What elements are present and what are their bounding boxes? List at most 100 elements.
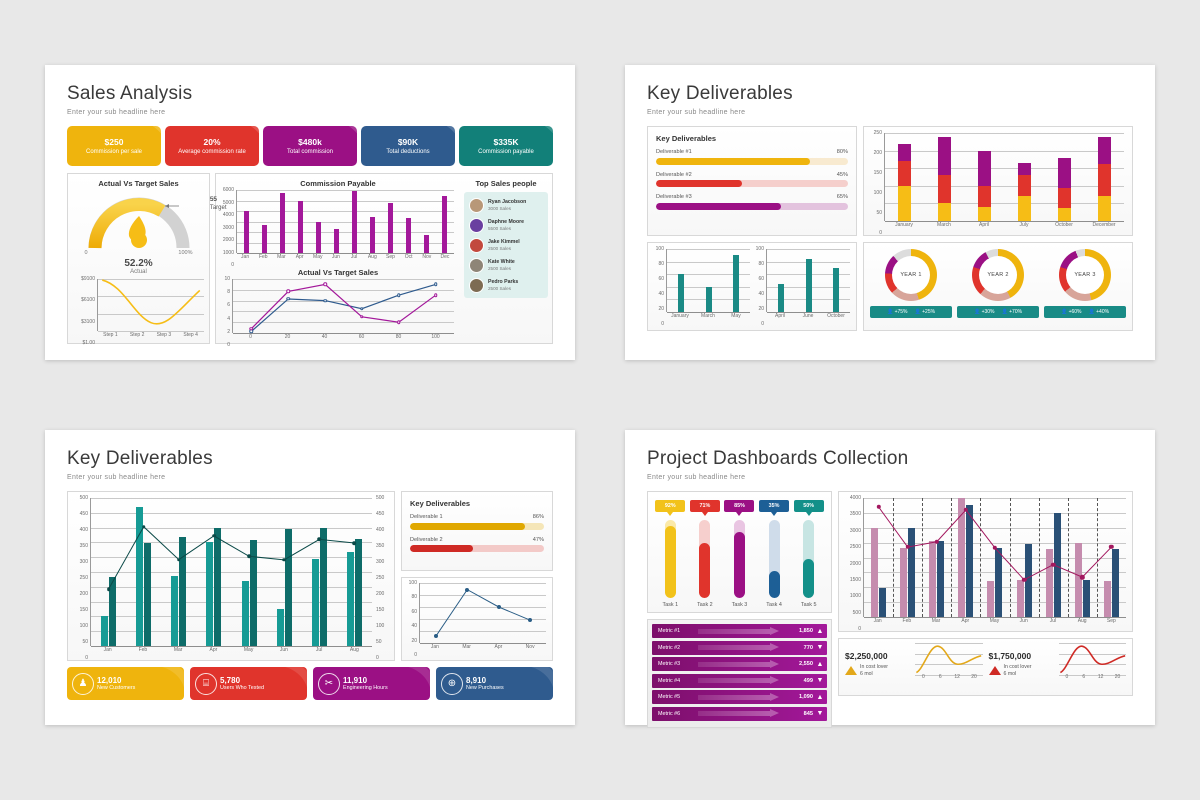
stat-number: 11,910 <box>343 676 368 685</box>
stat-card-1[interactable]: ♟ 12,010 New Customers <box>67 667 184 700</box>
stacked-bar-chart: 0 50 100 150 200 250 January March April July Octo… <box>868 130 1126 236</box>
bar <box>279 192 285 253</box>
metric-arrow <box>698 692 779 702</box>
gauge-target-label: Target <box>209 204 227 211</box>
sparkline-chart-1: 0 6 12 20 <box>915 643 983 685</box>
bar-segment <box>1017 196 1031 221</box>
kpi-card-1[interactable]: $250 Commission per sale <box>67 126 161 166</box>
y-tick-label: 2 <box>227 328 230 335</box>
bar <box>261 225 267 253</box>
bar <box>243 211 249 253</box>
task-thermometer-2[interactable]: 71% Task 2 <box>689 500 722 608</box>
x-axis-labels: January March May <box>666 313 750 324</box>
task-thermometer-4[interactable]: 35% Task 4 <box>758 500 791 608</box>
slide-sales-analysis[interactable]: Sales Analysis Enter your sub headline h… <box>45 65 575 360</box>
x-tick-label: Jan <box>241 254 250 260</box>
data-point <box>1051 562 1056 567</box>
bar-segment <box>898 143 912 162</box>
gridline <box>885 185 1124 187</box>
x-axis-labels: 0 20 40 60 80 100 <box>232 334 454 345</box>
kpi-card-3[interactable]: $480k Total commission <box>263 126 357 166</box>
kpi-card-2[interactable]: 20% Average commission rate <box>165 126 259 166</box>
stat-card-4[interactable]: ⊕ 8,910 New Purchases <box>436 667 553 700</box>
deliverable-fill <box>410 545 473 552</box>
data-point <box>992 545 998 551</box>
stacked-bar <box>1017 133 1031 221</box>
bar <box>777 283 784 312</box>
task-fill <box>699 542 711 598</box>
y-tick-label: 80 <box>658 261 664 267</box>
donut-chart: YEAR 1 <box>885 249 937 301</box>
gridline <box>864 602 1126 604</box>
bar-cell <box>922 498 951 617</box>
bar <box>346 552 354 646</box>
x-tick-label: Aug <box>367 254 377 260</box>
sales-person-row[interactable]: Kate White 2500 Sales <box>467 255 545 275</box>
metric-trend-up-icon: ▲ <box>816 660 824 668</box>
separator-line <box>1067 498 1069 617</box>
deliverables-title: Key Deliverables <box>656 134 717 143</box>
stat-label: New Purchases <box>466 685 504 691</box>
metric-row-6[interactable]: Metric #6 845 ▼ <box>652 706 827 721</box>
sales-person-row[interactable]: Daphne Moore 5500 Sales <box>467 215 545 235</box>
monthly-performance-panel: 0 50 100 150 200 250 300 350 400 450 500 0 50 100 150 2… <box>67 491 395 661</box>
data-point <box>465 587 470 592</box>
x-tick-label: Mar <box>173 647 183 653</box>
kpi-card-5[interactable]: $335K Commission payable <box>459 126 553 166</box>
separator-line <box>893 498 895 617</box>
sales-person-row[interactable]: Jake Kimmel 2500 Sales <box>467 235 545 255</box>
y-tick-label: 6 <box>227 302 230 309</box>
gridline <box>98 313 204 315</box>
slide-key-deliverables-a[interactable]: Key Deliverables Enter your sub headline… <box>625 65 1155 360</box>
x-tick-label: Sep <box>1106 618 1116 624</box>
bar-cell <box>196 498 231 646</box>
gridline <box>915 664 983 666</box>
gridline <box>233 311 454 313</box>
bar-segment <box>978 150 992 186</box>
sales-person-name: Pedro Parks <box>488 279 519 286</box>
top-sales-list[interactable]: Ryan Jacobson 3000 Sales Daphne Moore 5500 … <box>464 192 548 298</box>
data-point <box>963 507 969 513</box>
y-axis-labels: 0 20 40 60 80 100 <box>406 580 419 658</box>
monthly-performance-chart: 0 50 100 150 200 250 300 350 400 450 500 0 50 100 150 2… <box>72 495 390 661</box>
metric-row-2[interactable]: Metric #2 770 ▼ <box>652 640 827 655</box>
gridline <box>91 646 372 647</box>
bar-segment <box>1097 164 1111 197</box>
plot-area <box>419 583 546 644</box>
deliverable-row: Deliverable #2 45% <box>656 172 848 187</box>
y-tick-label: 0 <box>858 626 861 632</box>
gridline <box>91 572 372 573</box>
slide-key-deliverables-b[interactable]: Key Deliverables Enter your sub headline… <box>45 430 575 725</box>
bar <box>206 542 214 646</box>
metric-row-5[interactable]: Metric #5 1,090 ▲ <box>652 690 827 704</box>
y-tick-label: 20 <box>411 637 417 644</box>
sales-person-row[interactable]: Pedro Parks 2500 Sales <box>467 275 545 295</box>
bar-segment <box>978 206 992 221</box>
task-thermometer-3[interactable]: 85% Task 3 <box>723 500 756 608</box>
stat-card-3[interactable]: ✂ 11,910 Engineering Hours <box>313 667 430 700</box>
metric-row-4[interactable]: Metric #4 499 ▼ <box>652 673 827 688</box>
y-tick-label: 0 <box>661 321 664 327</box>
stat-text: 11,910 Engineering Hours <box>343 676 388 691</box>
metric-row-1[interactable]: Metric #1 1,850 ▲ <box>652 624 827 638</box>
kpi-card-4[interactable]: $90K Total deductions <box>361 126 455 166</box>
task-thermometer-1[interactable]: 92% Task 1 <box>654 500 687 608</box>
stat-card-2[interactable]: ⌸ 5,780 Users Who Tested <box>190 667 307 700</box>
bar <box>179 537 187 646</box>
page-subtitle: Enter your sub headline here <box>67 109 166 116</box>
metric-value: 2,550 <box>799 661 813 667</box>
metric-trend-down-icon: ▼ <box>816 710 824 717</box>
y-tick-label: 3000 <box>222 224 234 231</box>
metric-row-3[interactable]: Metric #3 2,550 ▲ <box>652 657 827 671</box>
x-tick-label: Jan <box>430 644 439 650</box>
stat-label: New Customers <box>97 685 136 691</box>
gridline <box>91 616 372 618</box>
task-tube <box>664 520 676 598</box>
y-tick-label: 200 <box>376 591 385 597</box>
sales-person-row[interactable]: Ryan Jacobson 3000 Sales <box>467 195 545 215</box>
slide4-header: Project Dashboards Collection Enter your… <box>625 430 1155 481</box>
slide-project-dashboards[interactable]: Project Dashboards Collection Enter your… <box>625 430 1155 728</box>
task-thermometer-5[interactable]: 50% Task 5 <box>792 500 825 608</box>
gridline <box>667 249 750 250</box>
